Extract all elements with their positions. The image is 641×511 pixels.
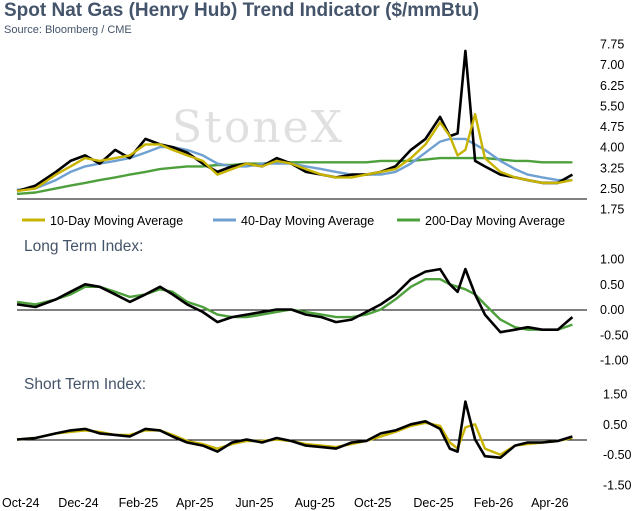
y-tick-label: 4.75 [600,120,624,134]
legend-label-ma40: 40-Day Moving Average [241,214,374,228]
x-tick-label: Oct-25 [354,496,392,510]
y-tick-label: 7.00 [600,58,624,72]
y-tick-label: -1.50 [603,479,632,493]
legend-label-ma10: 10-Day Moving Average [50,214,183,228]
x-tick-label: Dec-25 [413,496,453,510]
y-tick-label: 0.50 [603,418,627,432]
tick-layer: 7.75 7.00 6.25 5.50 4.75 4.00 3.25 2.50 1.75 1.00… [2,38,632,511]
long-term-index-title: Long Term Index: [24,238,143,255]
y-tick-label: 3.25 [600,161,624,175]
y-tick-label: -0.50 [603,448,632,462]
x-tick-label: Aug-25 [295,496,335,510]
x-tick-label: Dec-24 [58,496,98,510]
watermark: StoneX [172,102,344,153]
x-tick-label: Apr-26 [531,496,569,510]
ma200-line [16,156,573,196]
y-tick-label: 5.50 [600,99,624,113]
y-tick-label: 1.50 [603,388,627,402]
short-term-spot-line [16,400,573,460]
x-tick-label: Apr-25 [176,496,214,510]
y-tick-label: 2.50 [600,182,624,196]
chart-title: Spot Nat Gas (Henry Hub) Trend Indicator… [4,0,480,21]
spot-line [16,49,574,193]
x-tick-label: Oct-24 [2,496,40,510]
x-tick-label: Feb-26 [474,496,514,510]
y-tick-label: -1.00 [600,354,629,368]
short-term-smooth-line [16,421,573,456]
y-tick-label: 0.00 [600,303,624,317]
y-tick-label: -0.50 [600,328,629,342]
y-tick-label: 0.50 [600,278,624,292]
x-tick-label: Jun-25 [235,496,273,510]
legend: 10-Day Moving Average 40-Day Moving Aver… [22,214,565,228]
y-tick-label: 6.25 [600,79,624,93]
y-tick-label: 4.00 [600,141,624,155]
ma40-line [16,137,573,191]
series-layer [16,49,574,460]
long-term-spot-line [16,267,574,334]
ma10-line [16,112,573,193]
chart-source: Source: Bloomberg / CME [4,24,132,36]
short-term-index-title: Short Term Index: [24,376,146,393]
x-tick-label: Feb-25 [119,496,159,510]
legend-label-ma200: 200-Day Moving Average [425,214,565,228]
y-tick-label: 7.75 [600,38,624,52]
long-term-smooth-line [16,278,573,331]
y-tick-label: 1.00 [600,253,624,267]
y-tick-label: 1.75 [600,203,624,217]
